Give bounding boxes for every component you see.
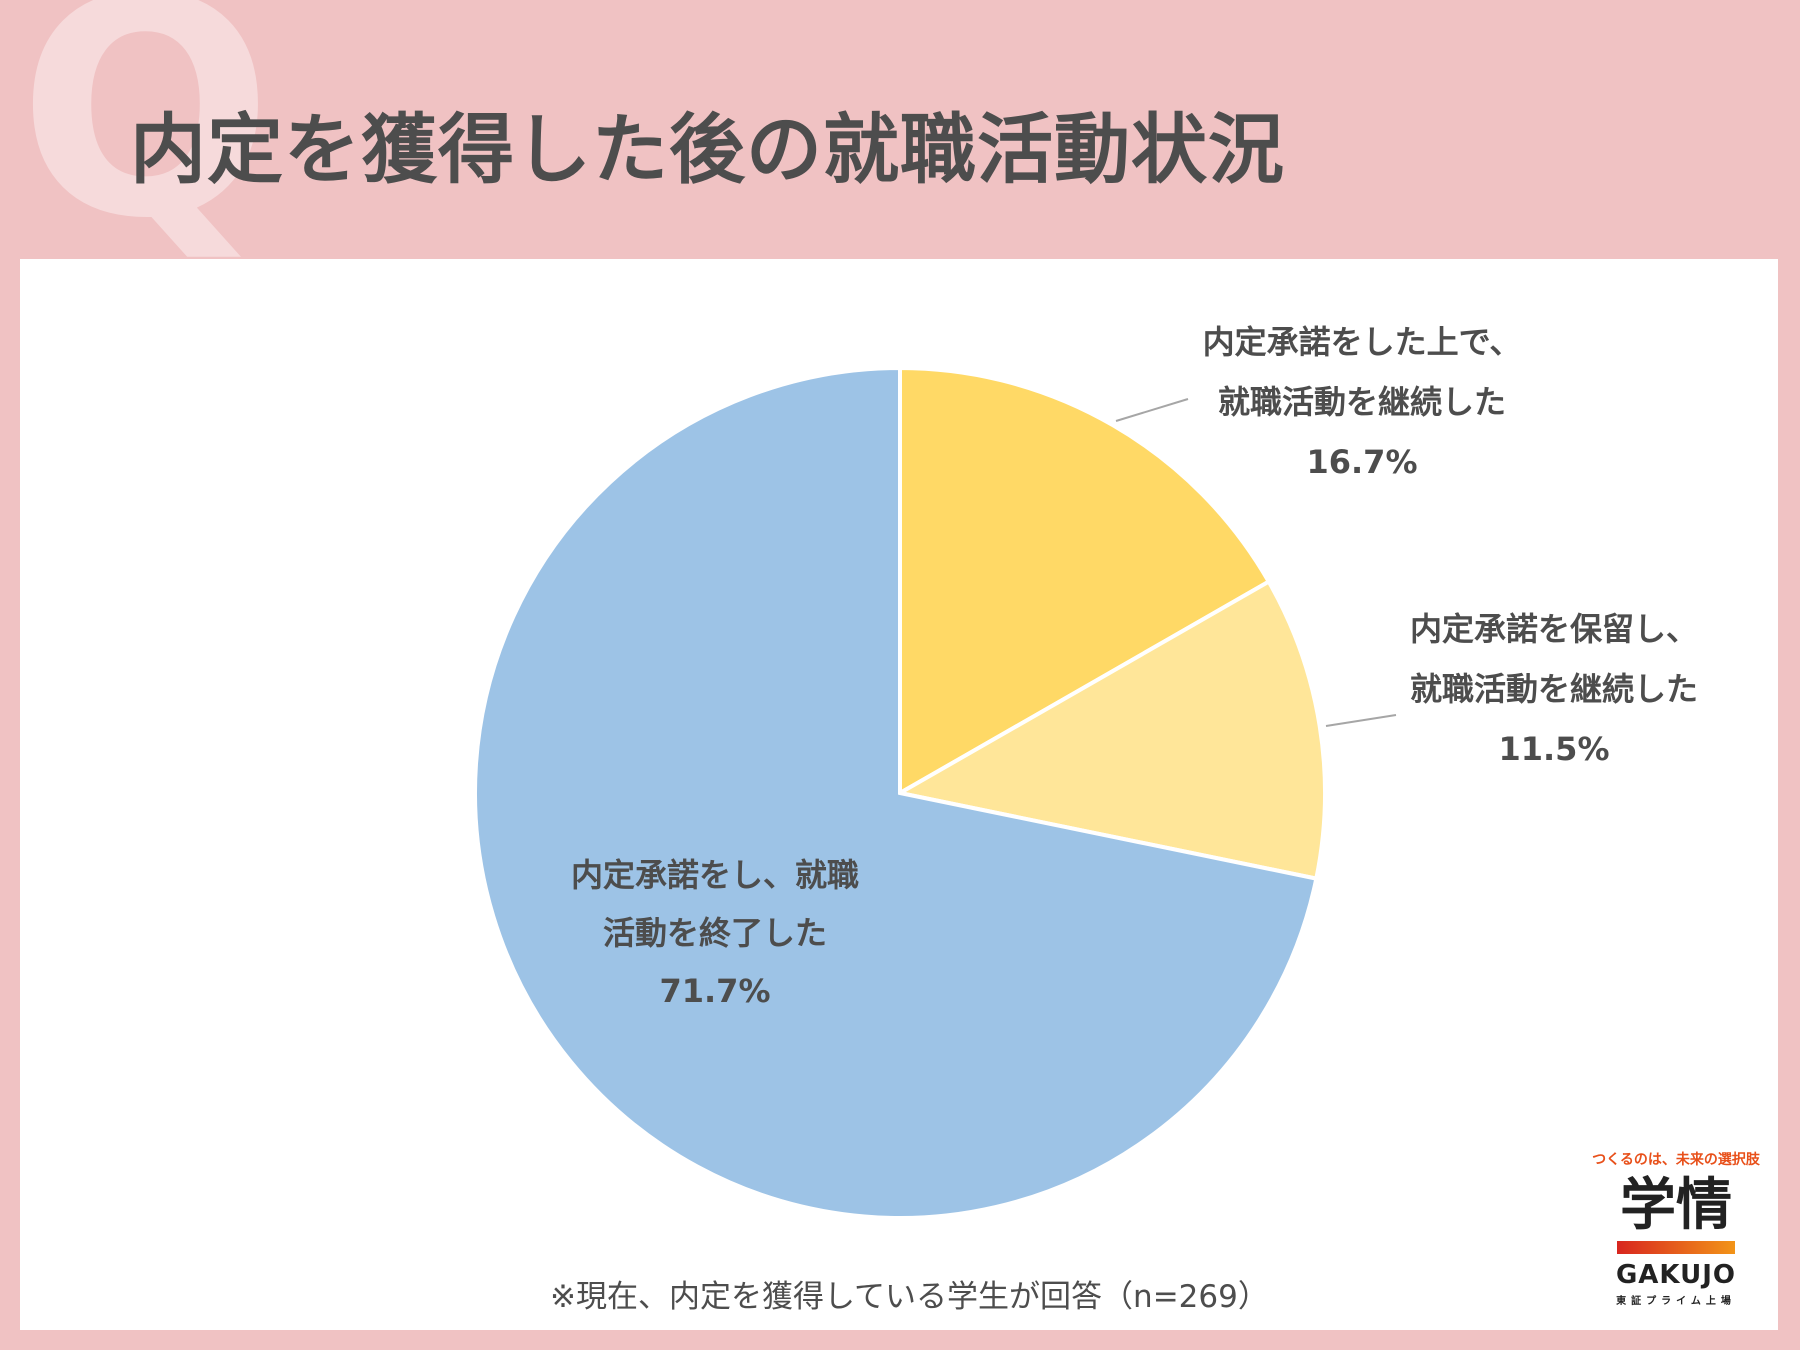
page-title: 内定を獲得した後の就職活動状況 [130, 105, 1285, 194]
slice-category-label-2: 就職活動を継続した [1410, 670, 1698, 708]
leader-line-1 [1115, 398, 1189, 422]
pie-slice-2 [894, 578, 1328, 881]
footnote: ※現在、内定を獲得している学生が回答（n=269） [550, 1279, 1269, 1315]
pie-slice-3 [473, 365, 1319, 1220]
chart-panel: 内定承諾をした上で、 就職活動を継続した 16.7% 内定承諾を保留し、 就職活動を継続… [20, 259, 1778, 1330]
slice-category-label-2: 内定承諾を保留し、 [1410, 610, 1698, 648]
logo-gradient-bar [1617, 1240, 1735, 1254]
logo-listing: 東証プライム上場 [1616, 1295, 1736, 1307]
logo-mark: 学情 [1620, 1173, 1732, 1238]
slice-value-label-2: 11.5% [1498, 730, 1609, 768]
leader-lines [1115, 398, 1397, 727]
leader-line-2 [1325, 714, 1397, 727]
pie-chart: 内定承諾をした上で、就職活動を継続した16.7%内定承諾を保留し、就職活動を継続… [473, 323, 1698, 1220]
q-badge-letter: Q [18, 0, 274, 284]
slice-value-label-3: 71.7% [659, 972, 770, 1010]
slice-category-label-1: 就職活動を継続した [1218, 383, 1506, 421]
logo-tagline: つくるのは、未来の選択肢 [1592, 1152, 1760, 1168]
slice-category-label-1: 内定承諾をした上で、 [1203, 323, 1522, 361]
pie-slice-1 [898, 365, 1272, 797]
slice-category-label-3: 活動を終了した [603, 914, 827, 952]
slice-labels: 内定承諾をした上で、就職活動を継続した16.7%内定承諾を保留し、就職活動を継続… [571, 323, 1698, 1010]
slice-value-label-1: 16.7% [1306, 443, 1417, 481]
logo-name: GAKUJO [1615, 1259, 1737, 1290]
gakujo-logo: つくるのは、未来の選択肢 学情 GAKUJO 東証プライム上場 [1588, 1149, 1764, 1307]
pie-slices [473, 365, 1328, 1220]
slice-category-label-3: 内定承諾をし、就職 [571, 856, 859, 894]
